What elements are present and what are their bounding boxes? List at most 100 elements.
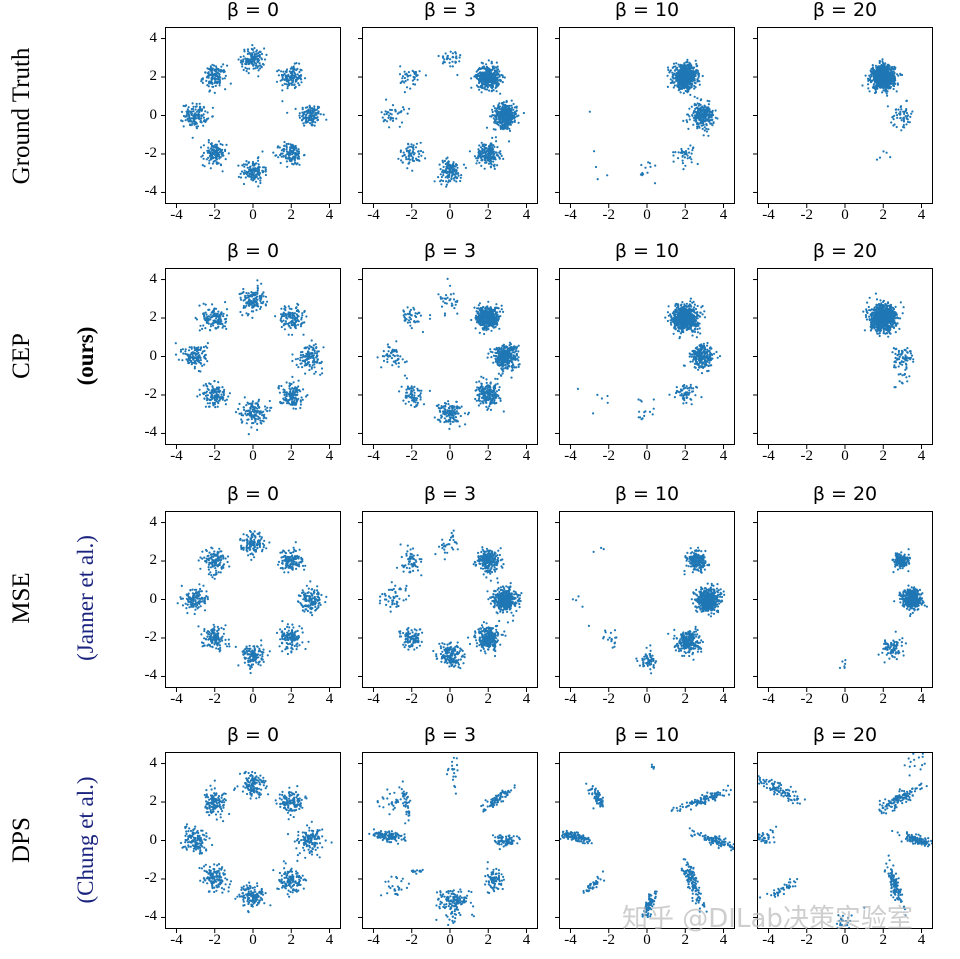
data-point: [256, 65, 259, 68]
panel-title: β = 0: [226, 0, 280, 21]
data-point: [405, 73, 408, 76]
data-point: [282, 155, 285, 158]
data-point: [492, 76, 495, 79]
data-point: [288, 158, 292, 161]
data-point: [214, 81, 217, 84]
data-point: [401, 75, 405, 78]
data-point: [325, 118, 328, 121]
data-point: [411, 69, 414, 72]
data-point: [207, 67, 210, 71]
panel-title: β = 3: [423, 0, 477, 21]
data-point: [229, 82, 232, 85]
data-point: [443, 58, 446, 61]
data-point: [241, 65, 244, 68]
data-point: [279, 79, 282, 82]
data-point: [480, 79, 483, 82]
data-point: [216, 82, 219, 85]
data-point: [403, 81, 406, 84]
data-point: [187, 120, 191, 123]
data-point: [291, 156, 294, 159]
data-point: [242, 182, 246, 186]
data-point: [222, 154, 225, 157]
data-point: [188, 115, 191, 118]
x-tick-label: 0: [249, 207, 257, 223]
data-point: [309, 110, 312, 113]
data-point: [208, 162, 211, 165]
data-point: [218, 84, 221, 87]
data-point: [256, 57, 259, 60]
data-point: [300, 81, 303, 84]
data-point: [217, 140, 221, 143]
data-point: [190, 123, 193, 127]
data-point: [245, 173, 248, 176]
data-point: [386, 120, 389, 123]
data-point: [293, 86, 296, 90]
data-point: [481, 86, 484, 90]
panel-title: β = 20: [812, 0, 878, 21]
data-point: [312, 110, 315, 113]
data-point: [388, 126, 391, 129]
data-point: [416, 78, 419, 81]
data-point: [251, 160, 255, 164]
data-point: [295, 153, 299, 156]
data-point: [253, 58, 257, 61]
data-point: [485, 88, 489, 91]
data-point: [455, 57, 458, 60]
data-point: [487, 59, 490, 62]
data-point: [294, 73, 297, 76]
data-point: [317, 106, 320, 109]
data-point: [299, 74, 303, 77]
data-point: [454, 51, 457, 54]
data-point: [194, 108, 197, 111]
data-point: [189, 119, 192, 122]
data-point: [476, 73, 479, 76]
data-point: [504, 111, 507, 114]
data-point: [479, 71, 482, 74]
data-point: [297, 82, 300, 85]
data-point: [485, 75, 488, 78]
data-point: [486, 68, 489, 71]
data-point: [390, 108, 393, 112]
data-point: [499, 127, 502, 130]
scatter-panel: [362, 27, 538, 204]
data-point: [277, 69, 280, 72]
data-point: [201, 108, 204, 111]
data-point: [214, 78, 217, 81]
data-point: [215, 148, 218, 151]
data-point: [248, 67, 251, 70]
data-point: [282, 73, 285, 77]
data-point: [302, 113, 306, 116]
data-point: [209, 142, 213, 146]
data-point: [214, 154, 217, 157]
data-point: [492, 66, 495, 69]
data-point: [241, 164, 244, 167]
data-point: [246, 166, 249, 169]
data-point: [219, 163, 222, 166]
data-point: [281, 89, 284, 92]
data-point: [497, 105, 500, 108]
data-point: [400, 121, 404, 124]
data-point: [296, 162, 299, 165]
data-point: [481, 66, 484, 69]
data-point: [487, 78, 490, 81]
data-point: [253, 178, 256, 181]
data-point: [190, 110, 193, 113]
data-point: [213, 64, 216, 67]
data-point: [245, 70, 248, 73]
data-point: [403, 91, 406, 94]
data-point: [405, 158, 408, 161]
data-point: [201, 164, 204, 167]
data-point: [292, 70, 295, 73]
data-point: [200, 117, 203, 120]
data-point: [303, 124, 306, 127]
data-point: [503, 107, 506, 110]
data-point: [284, 70, 287, 73]
data-point: [205, 79, 208, 82]
data-point: [293, 159, 296, 162]
data-point: [298, 70, 301, 74]
data-point: [384, 110, 387, 113]
data-point: [194, 120, 197, 123]
data-point: [209, 82, 213, 85]
data-point: [184, 105, 187, 108]
data-point: [494, 78, 497, 81]
